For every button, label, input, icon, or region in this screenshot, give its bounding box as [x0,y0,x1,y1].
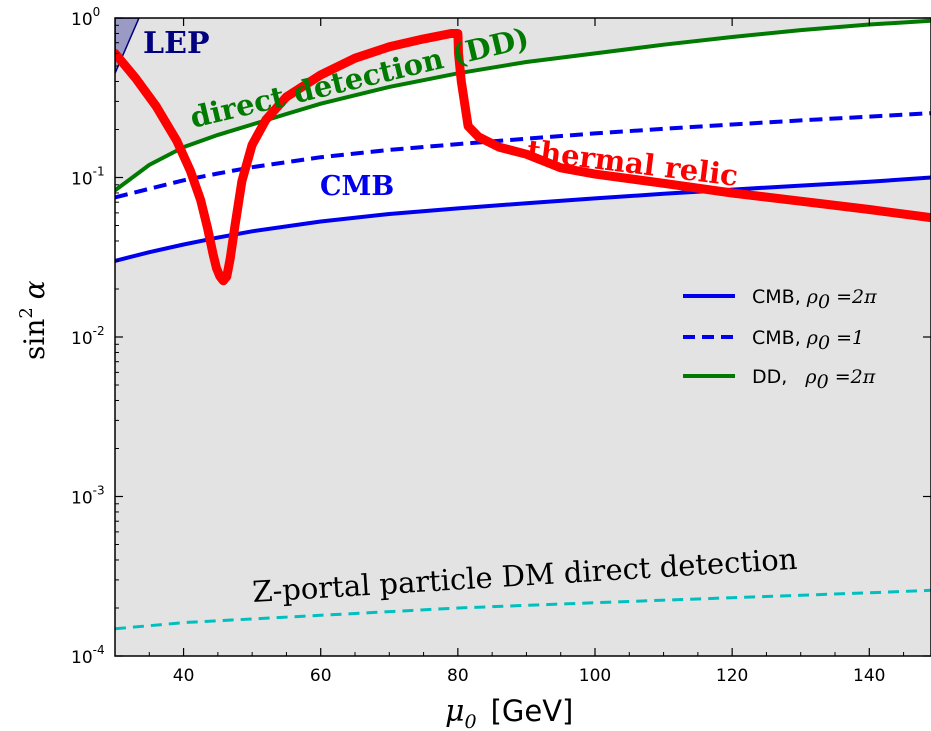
y-tick-label: 10-2 [71,324,105,349]
legend-label-cmb-1: CMB, ρ0 =1 [752,327,864,354]
excluded-region-dd [115,18,931,191]
series-line-3 [115,18,931,193]
y-tick-label: 10-1 [71,165,105,190]
legend-label-dd: DD, ρ0 =2π [752,366,876,393]
x-axis-ticks: 40 60 80 100 120 140 [148,18,905,686]
series-line-0 [115,29,931,286]
x-tick-label: 80 [447,666,469,686]
y-axis-ticks: 100 10-1 10-2 10-3 10-4 [71,5,931,668]
series-line-4 [115,588,931,631]
series-layer [115,18,931,631]
y-tick-label: 10-3 [71,484,105,509]
series-line-1 [115,175,931,263]
x-tick-label: 60 [310,666,332,686]
y-axis-label: sin2α [16,280,51,360]
legend-label-cmb-2pi: CMB, ρ0 =2π [752,286,877,313]
x-tick-label: 100 [579,666,611,686]
y-tick-label: 100 [71,5,100,30]
x-tick-label: 120 [716,666,748,686]
y-tick-label: 10-4 [71,643,105,668]
annotation-cmb: CMB [320,171,394,202]
legend: CMB, ρ0 =2π CMB, ρ0 =1 DD, ρ0 =2π [683,286,877,393]
x-axis-label: μ0 [GeV] [445,694,573,731]
x-tick-label: 40 [173,666,195,686]
annotation-lep: LEP [143,26,210,61]
x-tick-label: 140 [853,666,885,686]
